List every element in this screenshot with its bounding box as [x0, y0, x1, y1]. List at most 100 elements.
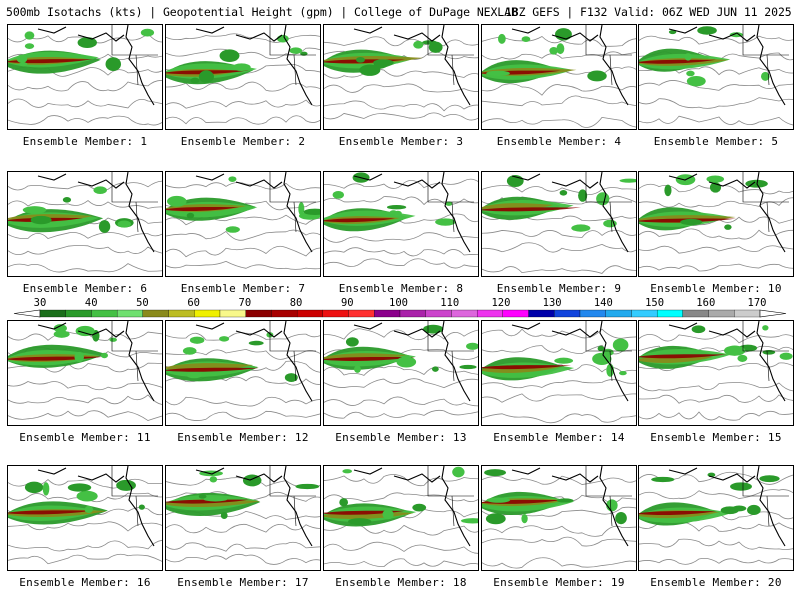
- isotach-patch: [619, 178, 636, 183]
- political-border: [585, 25, 632, 86]
- height-contour: [324, 83, 478, 93]
- ensemble-member-map: [7, 465, 163, 571]
- map-plot: [639, 466, 793, 565]
- isotach-patch: [484, 469, 506, 477]
- colorbar-swatch: [245, 309, 272, 318]
- member-label: Ensemble Member: 11: [19, 431, 151, 444]
- isotach-patch: [203, 496, 228, 502]
- isotach-patch: [359, 64, 381, 76]
- isotach-patch: [435, 218, 456, 226]
- isotach-band: [639, 59, 716, 64]
- isotach-patch: [486, 70, 510, 76]
- isotach-patch: [220, 512, 228, 520]
- colorbar-swatch: [65, 309, 92, 318]
- isotach-patch: [460, 518, 478, 524]
- isotach-patch: [354, 365, 361, 373]
- isotach-band: [324, 356, 416, 361]
- ensemble-member-map: [638, 24, 794, 130]
- political-border: [742, 466, 789, 527]
- isotach-patch: [98, 220, 111, 233]
- height-contour: [482, 413, 636, 424]
- isotach-patch: [691, 325, 706, 334]
- isotach-patch: [76, 490, 98, 502]
- colorbar-swatch: [451, 309, 478, 318]
- isotach-patch: [549, 47, 559, 55]
- height-contour: [8, 539, 162, 552]
- colorbar-swatch: [296, 309, 324, 318]
- height-contour: [8, 410, 162, 421]
- height-contour: [482, 265, 636, 274]
- height-contour: [324, 365, 478, 376]
- political-border: [427, 25, 474, 86]
- political-border: [742, 25, 789, 86]
- colorbar-swatch: [502, 309, 529, 318]
- isotach-patch: [619, 370, 627, 376]
- height-contour: [166, 376, 320, 386]
- coastline: [37, 466, 155, 547]
- colorbar-swatch: [528, 309, 555, 318]
- isotach-patch: [75, 325, 95, 337]
- member-label: Ensemble Member: 17: [177, 576, 309, 589]
- colorbar-swatch: [348, 309, 375, 318]
- height-contour: [482, 116, 636, 128]
- political-border: [269, 172, 316, 233]
- isotach-patch: [386, 205, 407, 210]
- colorbar-tick-label: 130: [542, 297, 562, 309]
- political-border: [585, 172, 632, 233]
- height-contour: [639, 489, 793, 500]
- height-contour: [324, 558, 478, 568]
- colorbar-swatch: [168, 309, 195, 318]
- isotach-band: [8, 59, 93, 64]
- isotach-patch: [723, 345, 746, 356]
- ensemble-member-map: [323, 465, 479, 571]
- political-border: [111, 466, 158, 527]
- isotach-band: [324, 218, 395, 223]
- height-contour: [482, 83, 636, 96]
- ensemble-member-map: [638, 465, 794, 571]
- map-plot: [166, 25, 320, 125]
- isotach-patch: [747, 504, 761, 516]
- product-title: 500mb Isotachs (kts) | Geopotential Heig…: [6, 5, 518, 19]
- height-contour: [324, 541, 478, 554]
- colorbar-tick-label: 170: [747, 297, 767, 309]
- height-contour: [482, 184, 636, 196]
- colorbar: [0, 294, 800, 320]
- isotach-patch: [759, 475, 780, 483]
- map-plot: [8, 172, 162, 273]
- coastline: [668, 466, 786, 547]
- height-contour: [8, 263, 162, 273]
- ensemble-member-map: [323, 171, 479, 277]
- member-label: Ensemble Member: 20: [650, 576, 782, 589]
- ensemble-member-map: [481, 24, 637, 130]
- height-contour: [166, 214, 320, 226]
- height-contour: [8, 394, 162, 405]
- isotach-patch: [680, 218, 703, 226]
- coastline: [668, 321, 786, 402]
- isotach-patch: [720, 506, 739, 515]
- political-border: [269, 321, 316, 382]
- height-contour: [166, 260, 320, 270]
- political-border: [427, 321, 474, 382]
- height-contour: [324, 396, 478, 407]
- isotach-patch: [597, 345, 605, 352]
- height-contour: [8, 381, 162, 391]
- height-contour: [8, 553, 162, 565]
- colorbar-tick-label: 160: [696, 297, 716, 309]
- coastline: [195, 172, 313, 253]
- height-contour: [8, 200, 162, 209]
- height-contour: [482, 379, 636, 389]
- isotach-patch: [485, 513, 506, 525]
- isotach-patch: [412, 503, 427, 512]
- isotach-patch: [289, 47, 303, 54]
- isotach-patch: [664, 184, 672, 197]
- isotach-band: [639, 511, 717, 516]
- colorbar-swatch: [425, 309, 452, 318]
- political-border: [111, 172, 158, 233]
- isotach-patch: [571, 224, 591, 232]
- coastline: [353, 172, 471, 253]
- colorbar-swatch: [194, 309, 221, 318]
- isotach-band: [166, 367, 260, 372]
- run-valid-time: 18Z GEFS | F132 Valid: 06Z WED JUN 11 20…: [505, 5, 792, 19]
- height-contour: [8, 245, 162, 256]
- ensemble-member-map: [323, 320, 479, 426]
